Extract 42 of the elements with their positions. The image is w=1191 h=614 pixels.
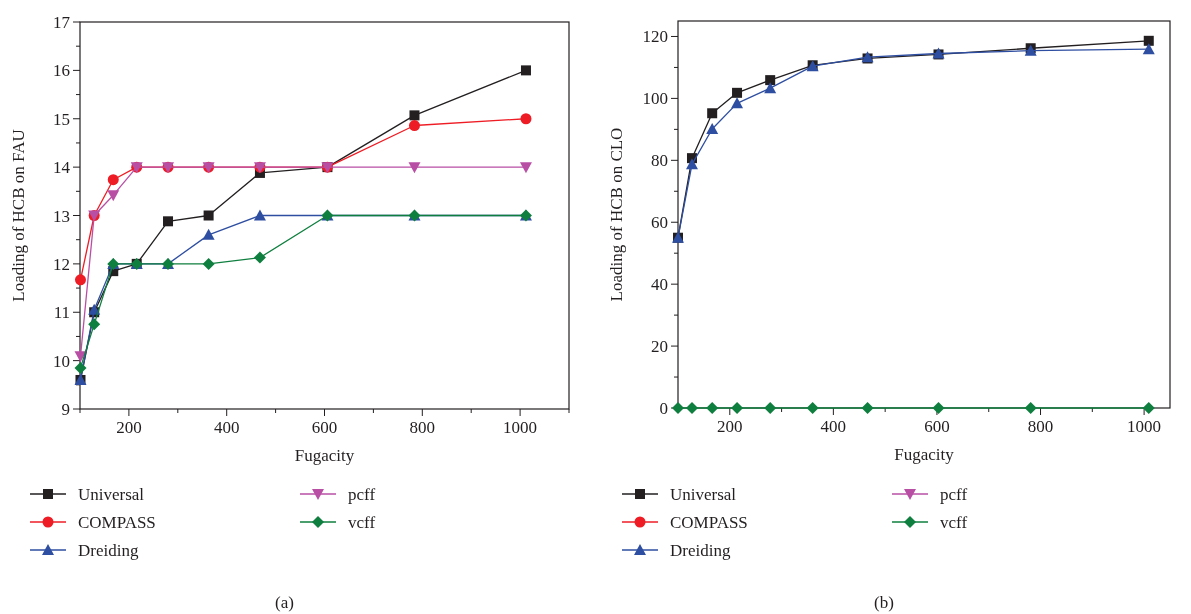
y-tick-label: 16 xyxy=(53,61,70,81)
x-tick-label: 800 xyxy=(409,418,436,437)
y-tick-label: 12 xyxy=(53,254,70,274)
x-axis-title: Fugacity xyxy=(894,445,955,464)
y-tick-label: 15 xyxy=(53,109,70,129)
y-tick-label: 13 xyxy=(53,206,70,226)
y-tick-label: 40 xyxy=(651,275,668,295)
y-tick-label: 17 xyxy=(53,13,71,32)
legend-label: Universal xyxy=(78,485,145,504)
x-tick-label: 800 xyxy=(1027,417,1054,436)
legend-label: vcff xyxy=(940,513,968,532)
y-tick-label: 11 xyxy=(53,303,70,323)
legend-label: COMPASS xyxy=(78,513,156,532)
x-tick-label: 200 xyxy=(116,418,142,437)
text: (a) xyxy=(275,593,294,612)
x-tick-label: 400 xyxy=(213,418,240,437)
y-tick-label: 80 xyxy=(651,151,668,171)
y-tick-label: 14 xyxy=(53,158,71,178)
legend-label: vcff xyxy=(348,513,376,532)
y-tick-label: 10 xyxy=(53,351,70,371)
x-tick-label: 200 xyxy=(717,417,743,436)
y-tick-label: 9 xyxy=(61,400,70,419)
x-axis-title: Fugacity xyxy=(294,446,355,465)
legend-label: pcff xyxy=(348,485,376,504)
y-axis-title: Loading of HCB on CLO xyxy=(607,127,626,302)
y-tick-label: 60 xyxy=(651,213,668,233)
y-tick-label: 100 xyxy=(642,89,668,109)
legend-label: Dreiding xyxy=(670,541,731,560)
legend-label: pcff xyxy=(940,485,968,504)
y-axis-title: Loading of HCB on FAU xyxy=(9,129,28,302)
y-tick-label: 20 xyxy=(651,337,668,357)
x-tick-label: 400 xyxy=(820,417,847,436)
text: (b) xyxy=(874,593,894,612)
y-tick-label: 120 xyxy=(642,27,668,47)
x-tick-label: 600 xyxy=(311,418,338,437)
x-tick-label: 600 xyxy=(924,417,950,436)
legend-label: COMPASS xyxy=(670,513,748,532)
x-tick-label: 1000 xyxy=(503,418,538,437)
x-tick-label: 1000 xyxy=(1127,417,1162,436)
legend-label: Dreiding xyxy=(78,541,139,560)
legend-label: Universal xyxy=(670,485,737,504)
y-tick-label: 0 xyxy=(659,399,668,418)
